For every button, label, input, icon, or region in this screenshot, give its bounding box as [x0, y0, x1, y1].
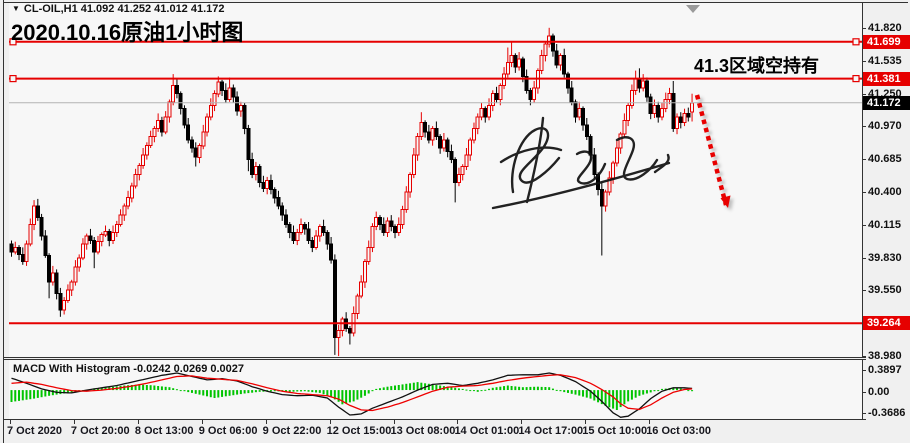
down-arrow-annotation[interactable] [686, 88, 756, 223]
price-axis-label: 40.970 [862, 120, 902, 133]
current-price-badge: 41.172 [863, 95, 910, 110]
macd-axis-label: 0.00 [862, 386, 889, 399]
macd-indicator-label: MACD With Histogram [13, 363, 131, 375]
time-axis-label: 14 Oct 01:00 [454, 425, 520, 437]
candlestick-plot [9, 27, 862, 357]
time-tick [585, 420, 587, 424]
chart-title: 2020.10.16原油1小时图 [11, 20, 244, 45]
level-handle [9, 74, 17, 83]
symbol-info-row: ▼ CL-OIL,H1 41.092 41.252 41.012 41.172 [12, 3, 225, 15]
panel-divider[interactable] [4, 357, 866, 358]
time-axis-label: 9 Oct 06:00 [198, 425, 258, 437]
macd-indicator-values: -0.0242 0.0269 0.0027 [133, 363, 245, 375]
window-left-border [3, 0, 4, 443]
macd-plot [10, 372, 694, 418]
symbol-ohlc-text: CL-OIL,H1 41.092 41.252 41.012 41.172 [23, 3, 225, 15]
time-axis-label: 16 Oct 03:00 [646, 425, 712, 437]
macd-axis-label: -0.3686 [862, 407, 905, 420]
time-tick [265, 420, 267, 424]
price-axis-label: 38.980 [862, 350, 902, 363]
level-handle [852, 74, 860, 83]
price-chart-panel [9, 3, 863, 357]
price-axis-label: 41.820 [862, 22, 902, 35]
time-axis-label: 9 Oct 22:00 [262, 425, 322, 437]
annotation-short-note[interactable]: 41.3区域空持有 [694, 56, 820, 76]
price-axis: 41.820 41.535 41.250 40.970 40.685 40.400 40.1… [862, 3, 910, 420]
price-axis-label: 39.830 [862, 252, 902, 265]
time-tick [649, 420, 651, 424]
chart-shift-marker-icon[interactable] [686, 5, 700, 13]
macd-header-row: MACD With Histogram -0.0242 0.0269 0.002… [13, 363, 244, 375]
time-tick [10, 420, 11, 424]
time-axis-label: 12 Oct 15:00 [326, 425, 392, 437]
level-handle [852, 38, 860, 46]
time-axis-label: 7 Oct 2020 [7, 425, 63, 437]
symbol-dropdown-icon[interactable]: ▼ [12, 4, 20, 13]
time-axis-label: 7 Oct 20:00 [70, 425, 130, 437]
time-tick [329, 420, 331, 424]
time-tick [457, 420, 459, 424]
time-axis-label: 15 Oct 10:00 [582, 425, 648, 437]
price-level-badge: 39.264 [863, 316, 910, 331]
time-tick [393, 420, 395, 424]
window-top-border [3, 2, 908, 3]
macd-bottom-border [4, 419, 866, 420]
signature-watermark [491, 116, 671, 210]
panel-divider-line2 [4, 359, 866, 360]
macd-indicator-panel [9, 360, 863, 419]
price-level-badge: 41.699 [863, 34, 910, 49]
time-tick [521, 420, 523, 424]
price-level-badge: 41.381 [863, 71, 910, 86]
time-axis-label: 8 Oct 13:00 [134, 425, 194, 437]
time-tick [201, 420, 203, 424]
price-axis-label: 41.535 [862, 55, 902, 68]
price-axis-label: 39.550 [862, 284, 902, 297]
level-handle [9, 38, 17, 46]
price-axis-label: 40.115 [862, 219, 901, 232]
time-tick [137, 420, 139, 424]
macd-axis-label: 0.3897 [862, 364, 902, 377]
price-axis-label: 40.685 [862, 153, 902, 166]
time-axis-label: 14 Oct 17:00 [518, 425, 584, 437]
price-axis-label: 40.400 [862, 186, 902, 199]
time-tick [73, 420, 75, 424]
time-axis-label: 13 Oct 08:00 [390, 425, 456, 437]
time-axis: 7 Oct 2020 7 Oct 20:00 8 Oct 13:00 9 Oct 06… [0, 419, 910, 443]
